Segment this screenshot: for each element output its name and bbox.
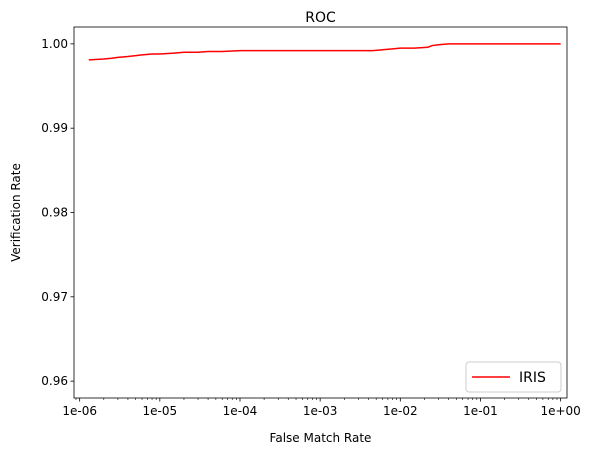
chart-title: ROC xyxy=(305,10,336,26)
y-tick-label: 0.98 xyxy=(41,206,68,220)
x-tick-label: 1e-02 xyxy=(383,404,418,418)
x-tick-label: 1e+00 xyxy=(540,404,580,418)
y-axis-title: Verification Rate xyxy=(9,163,23,262)
legend: IRIS xyxy=(465,361,562,393)
y-tick-label: 0.96 xyxy=(41,374,68,388)
y-tick-label: 0.99 xyxy=(41,121,68,135)
series-line-iris xyxy=(88,43,561,61)
axes-frame xyxy=(73,26,568,399)
y-tick-label: 1.00 xyxy=(41,37,68,51)
x-axis-title: False Match Rate xyxy=(270,431,372,445)
x-tick-label: 1e-04 xyxy=(223,404,258,418)
legend-box xyxy=(465,361,562,393)
y-tick-label: 0.97 xyxy=(41,290,68,304)
x-tick-label: 1e-05 xyxy=(143,404,178,418)
x-tick-label: 1e-01 xyxy=(463,404,498,418)
legend-label-iris: IRIS xyxy=(519,370,546,386)
x-tick-label: 1e-03 xyxy=(303,404,338,418)
plot-area xyxy=(88,43,561,61)
axis-ticks: 1e-06 1e-05 1e-04 1e-03 1e-02 1e-01 1e+00 0.96 0… xyxy=(41,37,581,418)
x-tick-label: 1e-06 xyxy=(62,404,97,418)
